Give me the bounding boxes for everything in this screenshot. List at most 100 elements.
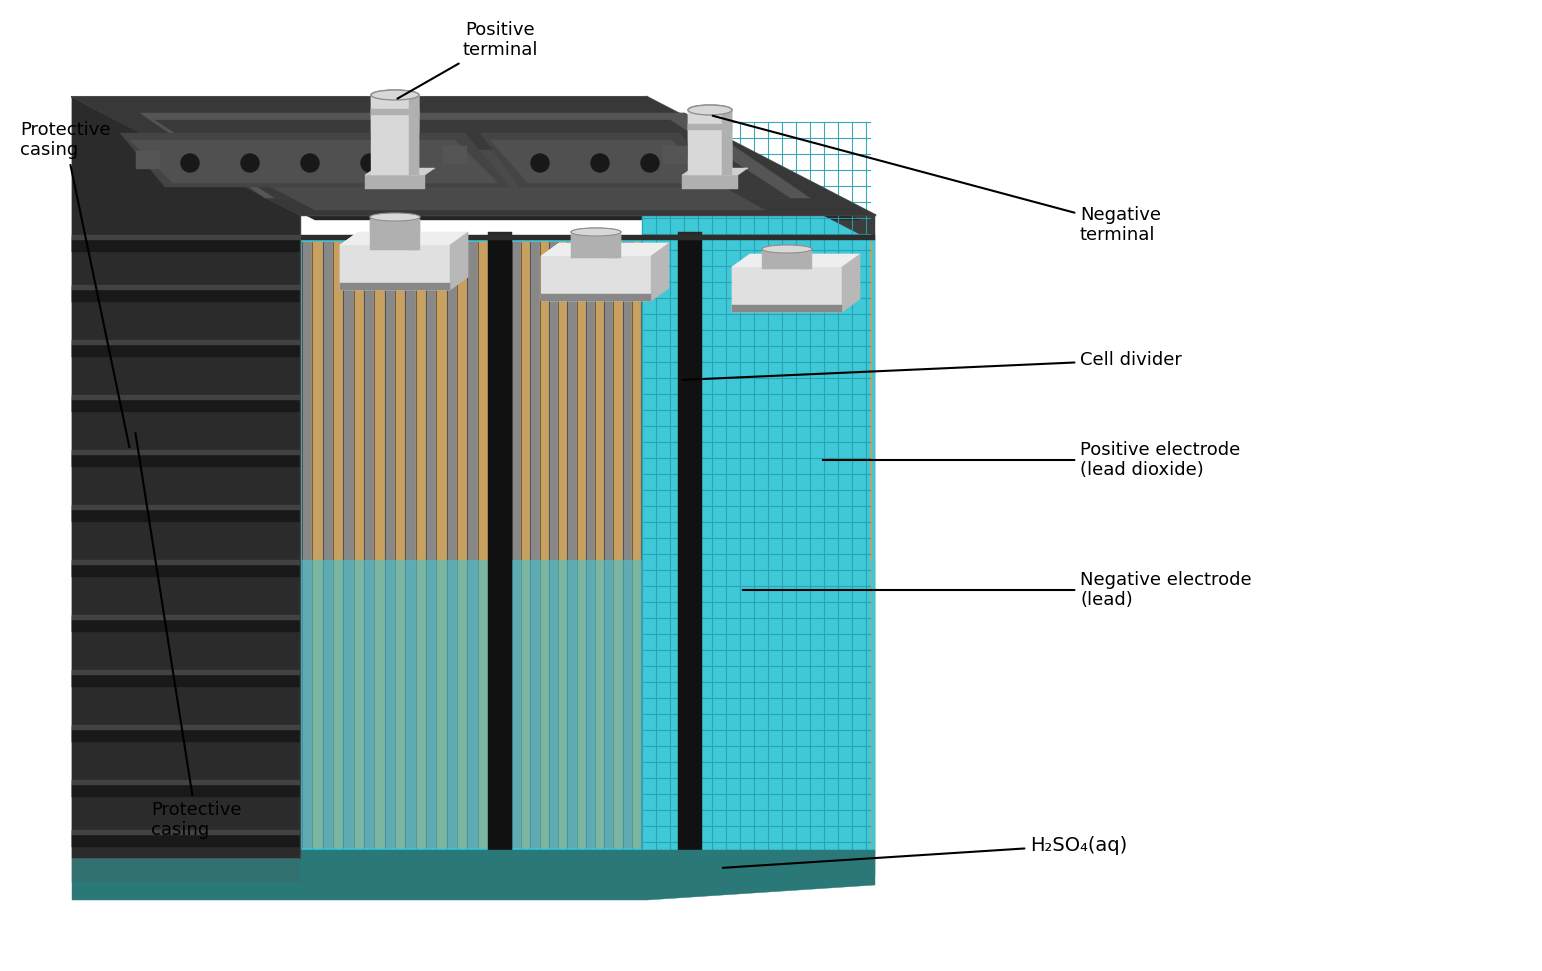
Polygon shape xyxy=(72,400,301,412)
Polygon shape xyxy=(614,242,623,848)
Polygon shape xyxy=(72,451,301,455)
Polygon shape xyxy=(688,124,732,130)
Polygon shape xyxy=(302,242,313,848)
Polygon shape xyxy=(130,140,498,183)
Polygon shape xyxy=(72,395,301,400)
Polygon shape xyxy=(487,232,512,240)
Polygon shape xyxy=(200,240,211,850)
Polygon shape xyxy=(678,232,702,240)
Polygon shape xyxy=(843,242,853,848)
Polygon shape xyxy=(660,242,669,848)
Polygon shape xyxy=(344,242,353,848)
Polygon shape xyxy=(339,245,450,290)
Polygon shape xyxy=(521,242,530,848)
Circle shape xyxy=(530,154,549,172)
Polygon shape xyxy=(806,242,816,848)
Polygon shape xyxy=(409,245,416,250)
Polygon shape xyxy=(604,242,614,848)
Polygon shape xyxy=(406,242,416,848)
Polygon shape xyxy=(113,240,122,850)
Polygon shape xyxy=(436,242,447,848)
Polygon shape xyxy=(136,151,160,169)
Polygon shape xyxy=(122,240,131,850)
Polygon shape xyxy=(130,140,498,183)
Text: Positive electrode
(lead dioxide): Positive electrode (lead dioxide) xyxy=(823,441,1240,480)
Polygon shape xyxy=(541,294,651,301)
Polygon shape xyxy=(777,242,786,848)
Ellipse shape xyxy=(372,90,419,100)
Polygon shape xyxy=(678,240,702,850)
Polygon shape xyxy=(72,670,301,675)
Polygon shape xyxy=(409,245,416,250)
Polygon shape xyxy=(72,858,301,882)
Polygon shape xyxy=(231,240,241,850)
Polygon shape xyxy=(800,267,810,269)
Polygon shape xyxy=(688,110,732,175)
Polygon shape xyxy=(732,254,860,267)
Polygon shape xyxy=(682,168,748,175)
Polygon shape xyxy=(322,242,333,848)
Polygon shape xyxy=(182,240,191,850)
Polygon shape xyxy=(651,243,669,301)
Polygon shape xyxy=(648,97,874,858)
Circle shape xyxy=(241,154,259,172)
Polygon shape xyxy=(732,267,842,312)
Polygon shape xyxy=(72,785,301,797)
Polygon shape xyxy=(800,267,810,269)
Ellipse shape xyxy=(571,228,621,236)
Polygon shape xyxy=(711,242,722,848)
Polygon shape xyxy=(156,120,790,198)
Polygon shape xyxy=(732,267,842,312)
Polygon shape xyxy=(140,113,810,198)
Polygon shape xyxy=(72,340,301,345)
Text: Protective
casing: Protective casing xyxy=(136,433,242,839)
Ellipse shape xyxy=(571,228,621,236)
Circle shape xyxy=(301,154,319,172)
Polygon shape xyxy=(478,242,487,848)
Polygon shape xyxy=(140,113,810,198)
Polygon shape xyxy=(120,133,510,187)
Polygon shape xyxy=(749,242,759,848)
Polygon shape xyxy=(384,242,395,848)
Polygon shape xyxy=(72,290,301,302)
Polygon shape xyxy=(450,232,469,290)
Circle shape xyxy=(641,154,658,172)
Polygon shape xyxy=(372,109,419,115)
Polygon shape xyxy=(759,242,768,848)
Polygon shape xyxy=(370,219,419,250)
Polygon shape xyxy=(86,235,874,240)
Polygon shape xyxy=(72,345,301,357)
Polygon shape xyxy=(72,781,301,785)
Polygon shape xyxy=(72,616,301,620)
Polygon shape xyxy=(72,620,301,632)
Polygon shape xyxy=(250,240,261,850)
Polygon shape xyxy=(162,240,171,850)
Polygon shape xyxy=(72,560,301,565)
Ellipse shape xyxy=(370,213,419,221)
Polygon shape xyxy=(72,236,301,240)
Polygon shape xyxy=(456,242,467,848)
Polygon shape xyxy=(333,242,344,848)
Polygon shape xyxy=(365,175,426,189)
Polygon shape xyxy=(768,242,777,848)
Polygon shape xyxy=(651,242,660,848)
Polygon shape xyxy=(853,242,862,848)
Polygon shape xyxy=(702,242,711,848)
Polygon shape xyxy=(816,242,825,848)
Polygon shape xyxy=(102,240,301,850)
Polygon shape xyxy=(72,341,301,345)
Polygon shape xyxy=(353,242,364,848)
Polygon shape xyxy=(372,109,419,115)
Polygon shape xyxy=(72,455,301,467)
Polygon shape xyxy=(211,240,221,850)
Polygon shape xyxy=(72,235,301,240)
Polygon shape xyxy=(426,242,436,848)
Polygon shape xyxy=(732,305,842,312)
Polygon shape xyxy=(447,242,456,848)
Polygon shape xyxy=(443,146,467,164)
Circle shape xyxy=(361,154,379,172)
Polygon shape xyxy=(72,831,301,835)
Polygon shape xyxy=(372,95,419,175)
Polygon shape xyxy=(373,245,416,250)
Polygon shape xyxy=(72,345,301,357)
